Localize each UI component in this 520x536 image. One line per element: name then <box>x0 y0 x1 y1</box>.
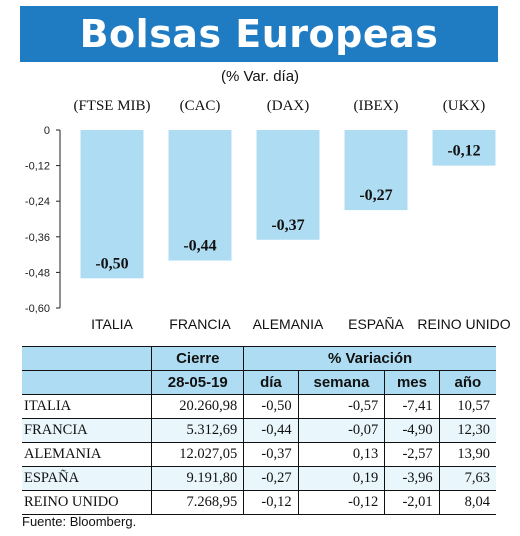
data-label: -0,37 <box>271 217 304 234</box>
header-semana: semana <box>297 370 385 395</box>
header-cierre: Cierre <box>151 346 244 371</box>
index-label: (FTSE MIB) <box>73 98 150 114</box>
header-dia: día <box>243 370 299 395</box>
y-tick-label: -0,12 <box>25 161 50 173</box>
index-label: (UKX) <box>443 98 486 114</box>
header-anio: año <box>438 370 496 395</box>
y-tick-label: 0 <box>44 125 50 137</box>
bar <box>256 130 320 240</box>
title-banner: Bolsas Europeas <box>20 6 498 62</box>
cell-country: FRANCIA <box>22 418 152 443</box>
cell-anio: 10,57 <box>438 394 496 419</box>
cell-semana: 0,13 <box>297 442 385 467</box>
cell-semana: -0,12 <box>297 490 385 515</box>
header-variacion: % Variación <box>243 346 496 371</box>
cell-semana: -0,07 <box>297 418 385 443</box>
cell-country: ALEMANIA <box>22 442 152 467</box>
cell-cierre: 9.191,80 <box>151 466 244 491</box>
table-row: REINO UNIDO 7.268,95 -0,12 -0,12 -2,01 8… <box>22 490 496 515</box>
bar <box>168 130 232 261</box>
source-note: Fuente: Bloomberg. <box>22 514 137 529</box>
index-label: (CAC) <box>180 98 221 114</box>
category-label: FRANCIA <box>169 316 231 332</box>
cell-mes: -2,01 <box>384 490 440 515</box>
cell-anio: 13,90 <box>438 442 496 467</box>
index-label: (DAX) <box>267 98 310 114</box>
header-mes: mes <box>384 370 440 395</box>
table-row: ITALIA 20.260,98 -0,50 -0,57 -7,41 10,57 <box>22 394 496 419</box>
y-tick-label: -0,24 <box>25 196 50 208</box>
cell-country: ESPAÑA <box>22 466 152 491</box>
cell-cierre: 12.027,05 <box>151 442 244 467</box>
bar <box>80 130 144 279</box>
category-label: REINO UNIDO <box>417 316 510 332</box>
chart-title: Bolsas Europeas <box>79 12 439 56</box>
cell-mes: -4,90 <box>384 418 440 443</box>
cell-mes: -2,57 <box>384 442 440 467</box>
y-tick-label: -0,60 <box>25 303 50 315</box>
cell-mes: -7,41 <box>384 394 440 419</box>
category-label: ITALIA <box>91 316 133 332</box>
header-date: 28-05-19 <box>151 370 244 395</box>
cell-dia: -0,50 <box>243 394 299 419</box>
bar <box>344 130 408 211</box>
table-row: ALEMANIA 12.027,05 -0,37 0,13 -2,57 13,9… <box>22 442 496 467</box>
data-label: -0,44 <box>183 238 216 255</box>
y-tick-label: -0,36 <box>25 232 50 244</box>
table-row: FRANCIA 5.312,69 -0,44 -0,07 -4,90 12,30 <box>22 418 496 443</box>
cell-cierre: 20.260,98 <box>151 394 244 419</box>
cell-anio: 12,30 <box>438 418 496 443</box>
data-label: -0,27 <box>359 187 392 204</box>
cell-dia: -0,44 <box>243 418 299 443</box>
cell-country: ITALIA <box>22 394 152 419</box>
bar <box>432 130 496 166</box>
cell-dia: -0,12 <box>243 490 299 515</box>
cell-mes: -3,96 <box>384 466 440 491</box>
category-label: ESPAÑA <box>348 316 404 332</box>
cell-anio: 8,04 <box>438 490 496 515</box>
chart-subtitle: (% Var. día) <box>220 68 300 85</box>
cell-semana: 0,19 <box>297 466 385 491</box>
cell-cierre: 7.268,95 <box>151 490 244 515</box>
cell-country: REINO UNIDO <box>22 490 152 515</box>
table-row: ESPAÑA 9.191,80 -0,27 0,19 -3,96 7,63 <box>22 466 496 491</box>
data-label: -0,50 <box>95 255 128 272</box>
cell-cierre: 5.312,69 <box>151 418 244 443</box>
category-label: ALEMANIA <box>253 316 324 332</box>
cell-dia: -0,27 <box>243 466 299 491</box>
data-label: -0,12 <box>447 143 480 160</box>
bar-chart: 0 -0,12 -0,24 -0,36 -0,48 -0,60 -0,50 (FTSE MIB… <box>25 98 511 332</box>
cell-dia: -0,37 <box>243 442 299 467</box>
cell-anio: 7,63 <box>438 466 496 491</box>
y-tick-label: -0,48 <box>25 267 50 279</box>
index-label: (IBEX) <box>354 98 399 114</box>
stock-table: Cierre % Variación 28-05-19 día semana m… <box>22 346 496 515</box>
cell-semana: -0,57 <box>297 394 385 419</box>
